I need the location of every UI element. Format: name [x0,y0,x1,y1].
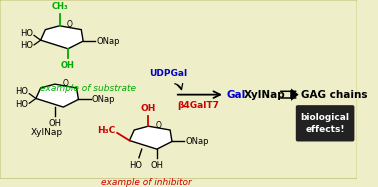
Text: HO: HO [15,87,28,96]
FancyBboxPatch shape [0,0,357,179]
Polygon shape [41,26,83,49]
Polygon shape [291,88,299,101]
Text: XylNap: XylNap [30,128,62,137]
Text: XylNap: XylNap [244,90,285,100]
Polygon shape [36,84,79,107]
Text: CH₃: CH₃ [51,2,68,11]
Text: O: O [156,121,162,130]
Text: HO: HO [130,161,143,170]
Text: example of substrate: example of substrate [40,84,136,93]
Polygon shape [130,126,172,149]
Text: ONap: ONap [185,137,209,146]
Text: β4GalT7: β4GalT7 [177,101,220,110]
Text: OH: OH [141,104,156,113]
Text: ONap: ONap [92,95,115,104]
Text: UDPGal: UDPGal [149,69,187,78]
Text: H₃C: H₃C [97,126,115,135]
Text: OH: OH [150,161,163,170]
Text: GAG chains: GAG chains [302,90,368,100]
Text: biological
effects!: biological effects! [301,113,350,134]
Text: OH: OH [61,61,75,70]
Text: HO: HO [20,41,33,50]
Text: OH: OH [48,119,61,128]
Text: ONap: ONap [96,37,120,46]
Text: O: O [67,20,73,29]
Text: O: O [62,79,68,88]
Text: example of inhibitor: example of inhibitor [101,178,192,187]
Text: HO: HO [15,100,28,109]
Text: HO: HO [20,29,33,38]
Text: Gal: Gal [227,90,246,100]
FancyBboxPatch shape [296,105,355,142]
